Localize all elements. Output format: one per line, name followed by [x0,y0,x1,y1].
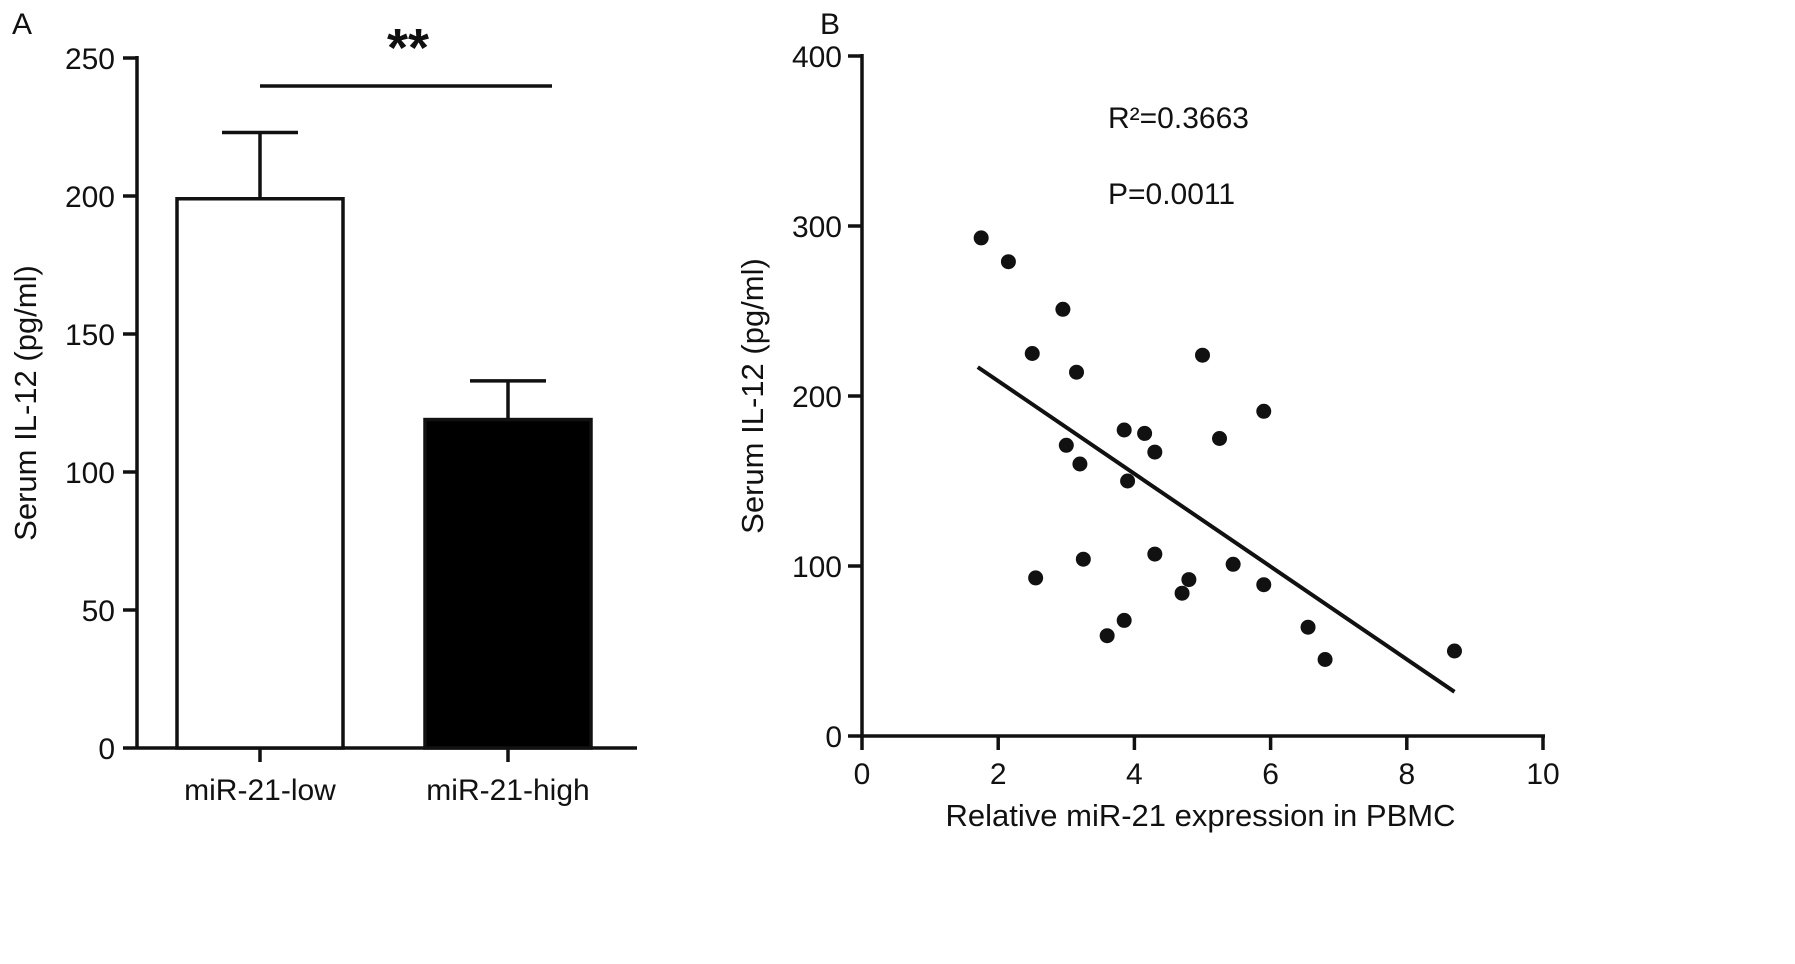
y-tick-label: 200 [792,381,842,414]
y-tick-label: 150 [65,319,115,352]
data-point [1058,437,1074,453]
data-point [1072,456,1088,472]
r-squared-label: R²=0.3663 [1108,102,1249,135]
data-point [1147,546,1163,562]
data-point [1195,347,1210,363]
bar-miR-21-low [175,197,345,750]
data-point [1317,652,1333,667]
data-point [1446,643,1462,659]
data-point [973,230,989,246]
data-point [1075,551,1091,567]
data-point [1000,254,1016,270]
y-tick-label: 100 [65,457,115,490]
y-tick-label: 250 [65,43,115,76]
x-tick-label: 2 [990,758,1007,791]
data-point [1137,425,1153,441]
data-point [1120,473,1136,489]
y-tick-label: 400 [792,41,842,74]
x-tick-label: 10 [1526,758,1559,791]
data-point [1181,572,1197,588]
p-value-label: P=0.0011 [1108,178,1235,211]
data-point [1116,422,1132,438]
data-point [1256,577,1272,593]
x-tick-label: miR-21-low [184,774,336,807]
data-point [1174,585,1190,601]
data-point [1256,403,1272,419]
data-point [1212,431,1228,446]
y-tick-label: 0 [825,721,842,754]
panel-label-a: A [12,8,32,41]
panel-label-b: B [820,8,840,41]
data-point [1099,628,1115,644]
y-tick-label: 0 [98,733,115,766]
x-tick-label: miR-21-high [426,774,589,807]
data-point [1147,444,1163,460]
x-axis-title: Relative miR-21 expression in PBMC [946,798,1456,833]
bar-chart-panel: 0 50 100 150 200 250 miR-21-low miR-21-high ** Se… [8,18,637,807]
data-point [1116,612,1132,628]
y-axis-title: Serum IL-12 (pg/ml) [735,258,770,534]
x-tick-label: 6 [1262,758,1279,791]
data-point [1024,346,1040,361]
y-tick-label: 300 [792,211,842,244]
y-tick-label: 100 [792,551,842,584]
significance-label: ** [387,18,429,78]
y-tick-label: 50 [82,595,115,628]
data-point [1300,619,1316,635]
y-axis-title: Serum IL-12 (pg/ml) [8,265,43,541]
data-point [1028,570,1044,586]
y-tick-label: 200 [65,181,115,214]
x-tick-label: 4 [1126,758,1143,791]
x-tick-label: 8 [1398,758,1415,791]
bar-miR-21-high [423,417,593,750]
x-tick-label: 0 [854,758,871,791]
regression-line [976,365,1456,694]
scatter-chart-panel: 0 100 200 300 400 0 2 4 6 8 10 R²=0.3663 P=0.0011 Rel… [735,41,1560,833]
data-point [1069,364,1085,380]
data-point [1055,301,1071,317]
data-point [1225,556,1241,572]
